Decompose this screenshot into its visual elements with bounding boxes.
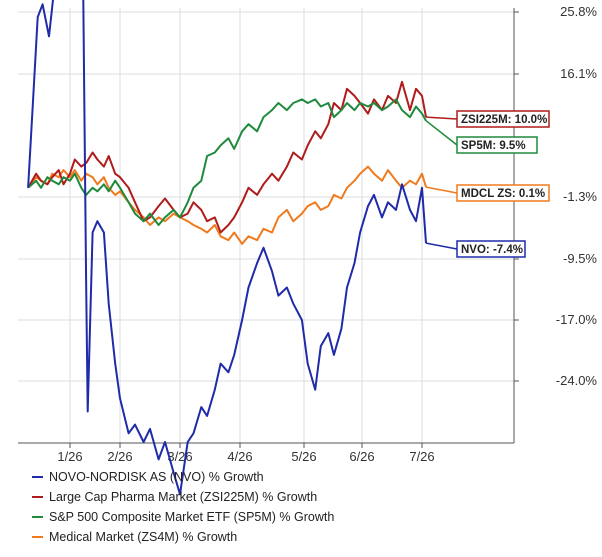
callout-label-mdcl: MDCL ZS: 0.1% [461,188,545,200]
callout-box-sp5 [456,136,538,154]
callout-connector-mdcl [425,186,458,194]
x-tick-label: 4/26 [227,449,252,464]
callout-nvo: NVO: -7.4% [425,240,526,258]
y-tick-label: 16.1% [560,66,597,81]
legend: NOVO-NORDISK AS (NVO) % Growth Large Cap… [32,467,334,547]
callout-mdcl: MDCL ZS: 0.1% [425,184,550,202]
series-callouts: NVO: -7.4% ZSI225M: 10.0% SP5M: 9.5% MDCL Z… [425,110,550,258]
legend-swatch-zs4m [32,535,43,538]
y-tick-label: -24.0% [556,373,598,388]
callout-connector-nvo [425,242,458,250]
x-tick-label: 6/26 [349,449,374,464]
callout-label-sp5: SP5M: 9.5% [461,140,526,152]
callout-connector-zsi [425,116,458,120]
legend-item-zs4m[interactable]: Medical Market (ZS4M) % Growth [32,527,334,547]
legend-label-nvo: NOVO-NORDISK AS (NVO) % Growth [49,470,264,484]
callout-box-nvo [456,240,526,258]
callout-label-nvo: NVO: -7.4% [461,244,523,256]
legend-swatch-sp5m [32,515,43,518]
callout-sp5: SP5M: 9.5% [425,120,538,154]
callout-label-zsi: ZSI225M: 10.0% [461,114,547,126]
y-tick-label: 25.8% [560,4,597,19]
plot-area [18,8,514,443]
y-tick-label: -9.5% [563,251,597,266]
series-lines [27,0,427,496]
horizontal-gridlines [18,11,514,382]
legend-item-zsi225m[interactable]: Large Cap Pharma Market (ZSI225M) % Grow… [32,487,334,507]
x-tick-label: 7/26 [409,449,434,464]
y-axis-ticks: 25.8% 16.1% -1.3% -9.5% -17.0% -24.0% [514,4,597,388]
x-tick-label: 2/26 [107,449,132,464]
callout-connector-sp5 [425,120,458,146]
legend-swatch-nvo [32,475,43,478]
x-tick-label: 5/26 [291,449,316,464]
callout-box-mdcl [456,184,550,202]
series-line-mdcl [27,165,427,245]
y-tick-label: -1.3% [563,189,597,204]
legend-swatch-zsi225m [32,495,43,498]
callout-zsi: ZSI225M: 10.0% [425,110,550,128]
legend-label-sp5m: S&P 500 Composite Market ETF (SP5M) % Gr… [49,510,335,524]
legend-item-nvo[interactable]: NOVO-NORDISK AS (NVO) % Growth [32,467,334,487]
vertical-gridlines [69,8,423,443]
x-axis-ticks: 1/26 2/26 3/26 4/26 5/26 6/26 7/26 [57,443,435,464]
x-tick-label: 1/26 [57,449,82,464]
series-line-nvo [27,0,427,496]
legend-label-zsi225m: Large Cap Pharma Market (ZSI225M) % Grow… [49,490,318,504]
legend-label-zs4m: Medical Market (ZS4M) % Growth [49,530,238,544]
legend-item-sp5m[interactable]: S&P 500 Composite Market ETF (SP5M) % Gr… [32,507,334,527]
callout-box-zsi [456,110,550,128]
y-tick-label: -17.0% [556,312,598,327]
